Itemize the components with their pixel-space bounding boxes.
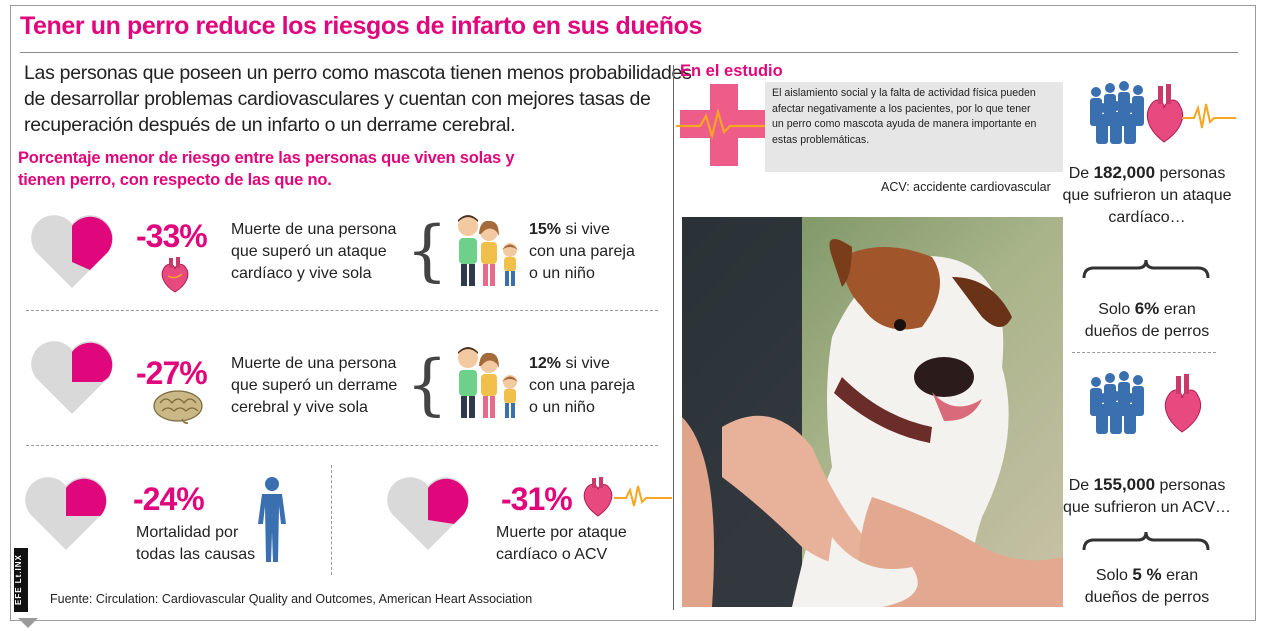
page-title: Tener un perro reduce los riesgos de inf…	[20, 12, 703, 40]
family-note-rest: si vive	[561, 221, 610, 238]
human-body-icon	[258, 477, 286, 562]
title-rule	[20, 52, 1238, 53]
stat-block-line: cardíaco…	[1108, 209, 1186, 226]
section-subhead: Porcentaje menor de riesgo entre las per…	[18, 147, 578, 191]
stat-block-heart: De 182,000 personas que sufrieron un ata…	[1062, 162, 1232, 229]
subhead-line: Porcentaje menor de riesgo entre las per…	[18, 149, 515, 167]
family-note-line: o un niño	[529, 265, 595, 282]
right-divider	[1072, 352, 1216, 353]
result-post: eran	[1159, 301, 1196, 318]
stat-value: -24%	[133, 481, 205, 517]
heart-fill-icon	[31, 215, 113, 288]
heart-fill-icon	[387, 477, 469, 550]
stat-description: Mortalidad por todas las causas	[136, 522, 255, 566]
stat-block-pre: De	[1068, 477, 1094, 494]
crowd-heart-icon	[1090, 371, 1202, 434]
result-pre: Solo	[1095, 567, 1133, 584]
stat-block-number: 182,000	[1093, 163, 1156, 182]
stat-description: Muerte por ataque cardíaco o ACV	[496, 522, 627, 566]
family-note-value: 12%	[529, 355, 562, 372]
desc-line: todas las causas	[136, 546, 256, 563]
family-note: 15% si vive con una pareja o un niño	[529, 219, 635, 285]
family-note-line: con una pareja	[529, 243, 635, 260]
stat-value: -33%	[136, 218, 208, 254]
stat-block-line: que sufrieron un ataque	[1062, 187, 1232, 204]
desc-line: que superó un ataque	[231, 243, 387, 260]
brace-icon: {	[406, 212, 448, 289]
heart-fill-icon	[25, 477, 107, 550]
stat-block-first-line: De 155,000 personas	[1056, 474, 1238, 497]
family-note-line: con una pareja	[529, 377, 635, 394]
result-line: dueños de perros	[1084, 589, 1210, 606]
result-number: 5 %	[1132, 565, 1162, 584]
result-pre: Solo	[1098, 301, 1135, 318]
stat-block-pre: De	[1068, 165, 1094, 182]
study-title: En el estudio	[680, 62, 783, 80]
stat-block-number: 155,000	[1093, 475, 1156, 494]
family-note-first-line: 12% si vive	[529, 353, 635, 375]
stat-block-acv: De 155,000 personas que sufrieron un ACV…	[1056, 474, 1238, 519]
family-note-value: 15%	[529, 221, 562, 238]
stat-description: Muerte de una persona que superó un derr…	[231, 353, 397, 419]
acv-note: ACV: accidente cardiovascular	[881, 180, 1051, 194]
subhead-line: tienen perro, con respecto de las que no…	[18, 171, 332, 189]
stat-block-post: personas	[1155, 477, 1226, 494]
result-line: dueños de perros	[1084, 323, 1210, 340]
intro-line: Las personas que poseen un perro como ma…	[24, 62, 692, 84]
horizontal-brace-icon	[1082, 259, 1210, 279]
crowd-heart-pulse-icon	[1090, 81, 1236, 144]
result-block-acv: Solo 5 % eran dueños de perros	[1062, 564, 1232, 609]
desc-line: que superó un derrame	[231, 377, 398, 394]
agency-credit: EFE Lt.INX	[14, 554, 23, 606]
result-first-line: Solo 6% eran	[1062, 298, 1232, 321]
intro-line: de desarrollar problemas cardiovasculare…	[24, 88, 651, 110]
desc-line: cardíaco y vive sola	[231, 265, 372, 282]
family-icon	[458, 215, 518, 286]
source-note: Fuente: Circulation: Cardiovascular Qual…	[50, 592, 533, 606]
family-note-line: o un niño	[529, 399, 595, 416]
intro-paragraph: Las personas que poseen un perro como ma…	[24, 60, 692, 138]
stat-value: -27%	[136, 355, 208, 391]
study-line: estas problemáticas.	[772, 133, 870, 146]
result-first-line: Solo 5 % eran	[1062, 564, 1232, 587]
study-line: El aislamiento social y la falta de acti…	[772, 87, 1036, 99]
result-number: 6%	[1134, 299, 1160, 318]
result-block-heart: Solo 6% eran dueños de perros	[1062, 298, 1232, 343]
desc-line: Muerte de una persona	[231, 355, 397, 372]
desc-line: Mortalidad por	[136, 524, 239, 541]
study-box	[765, 82, 1063, 172]
result-post: eran	[1161, 567, 1199, 584]
horizontal-brace-icon	[1082, 531, 1210, 551]
intro-line: recuperación después de un infarto o un …	[24, 114, 516, 136]
frame-notch	[18, 618, 38, 628]
brain-icon	[153, 390, 203, 424]
column-divider	[673, 65, 674, 610]
study-line: afectar negativamente a los pacientes, p…	[772, 102, 1031, 115]
stat-block-line: que sufrieron un ACV…	[1062, 499, 1232, 516]
stat-block-first-line: De 182,000 personas	[1062, 162, 1232, 185]
stat-description: Muerte de una persona que superó un ataq…	[231, 219, 396, 285]
study-line: un perro como mascota ayuda de manera im…	[772, 118, 1037, 131]
row-divider	[26, 310, 658, 311]
dog-photo	[682, 217, 1063, 607]
family-note-rest: si vive	[561, 355, 610, 372]
family-icon	[458, 347, 518, 418]
desc-line: Muerte de una persona	[231, 221, 397, 238]
agency-credit-bar	[14, 548, 28, 612]
desc-line: Muerte por ataque	[496, 524, 627, 541]
desc-line: cardíaco o ACV	[496, 546, 608, 563]
family-note-first-line: 15% si vive	[529, 219, 635, 241]
desc-line: cerebral y vive sola	[231, 399, 368, 416]
brace-icon: {	[406, 346, 448, 423]
column-divider-dashed	[331, 465, 332, 575]
study-text: El aislamiento social y la falta de acti…	[772, 86, 1062, 148]
stat-block-post: personas	[1155, 165, 1226, 182]
row-divider	[26, 445, 658, 446]
heart-pulse-icon	[583, 477, 672, 517]
heart-fill-icon	[31, 341, 113, 414]
stat-value: -31%	[501, 481, 573, 517]
family-note: 12% si vive con una pareja o un niño	[529, 353, 635, 419]
heart-organ-icon	[161, 257, 189, 293]
medical-cross-icon	[676, 84, 772, 166]
